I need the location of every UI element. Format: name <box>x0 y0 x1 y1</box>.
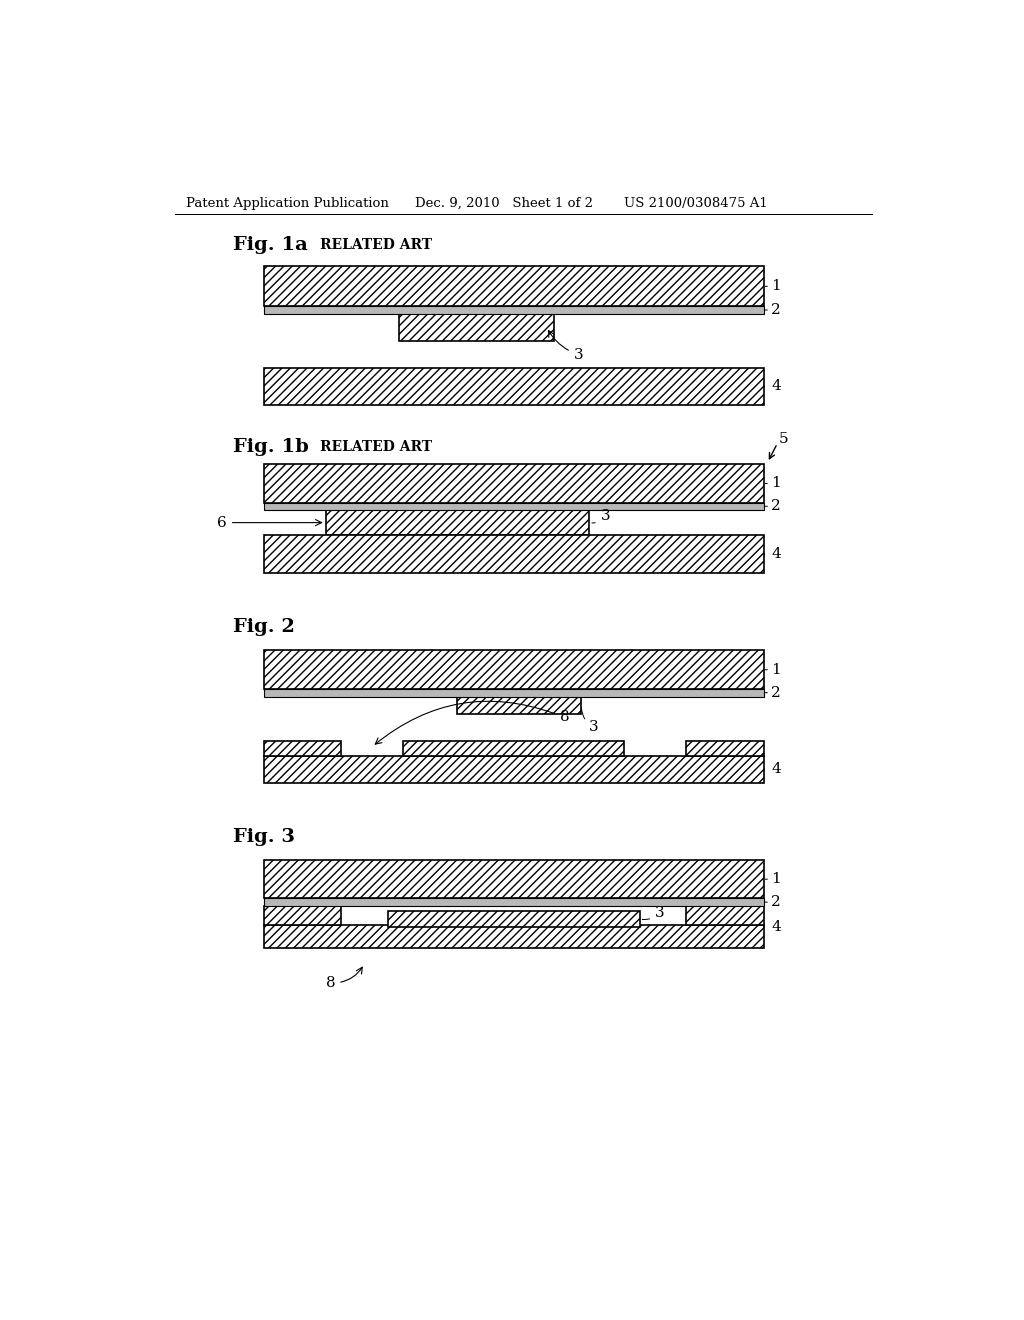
Text: 1: 1 <box>771 873 781 886</box>
Bar <box>263 899 764 906</box>
Text: 4: 4 <box>771 548 781 561</box>
Bar <box>263 689 764 697</box>
Bar <box>388 911 640 927</box>
Bar <box>263 925 764 949</box>
Text: Fig. 2: Fig. 2 <box>232 618 295 636</box>
Text: Fig. 1b: Fig. 1b <box>232 438 308 457</box>
Bar <box>263 859 764 899</box>
Bar <box>263 267 764 306</box>
Bar <box>326 511 589 535</box>
Text: 3: 3 <box>642 906 665 920</box>
Text: US 2100/0308475 A1: US 2100/0308475 A1 <box>624 197 768 210</box>
Bar <box>399 314 554 341</box>
Bar <box>263 906 341 925</box>
Text: 2: 2 <box>771 304 781 317</box>
Bar <box>263 741 341 756</box>
Text: 4: 4 <box>771 920 781 933</box>
Text: 4: 4 <box>771 762 781 776</box>
Text: 3: 3 <box>582 708 599 734</box>
Text: 5: 5 <box>779 433 788 446</box>
Text: 1: 1 <box>771 663 781 677</box>
Text: 3: 3 <box>592 510 610 524</box>
Bar <box>403 741 624 756</box>
Text: 4: 4 <box>771 379 781 393</box>
Bar <box>263 756 764 783</box>
Bar <box>686 906 764 925</box>
Bar <box>263 535 764 573</box>
Text: 2: 2 <box>771 895 781 909</box>
Text: 1: 1 <box>771 280 781 293</box>
Text: RELATED ART: RELATED ART <box>321 440 432 454</box>
Bar <box>263 503 764 511</box>
Text: 2: 2 <box>771 686 781 700</box>
Bar <box>263 465 764 503</box>
Bar <box>263 651 764 689</box>
Text: 3: 3 <box>549 330 584 362</box>
Bar <box>263 306 764 314</box>
Text: RELATED ART: RELATED ART <box>321 238 432 252</box>
Text: 8: 8 <box>375 701 569 744</box>
Bar <box>263 368 764 405</box>
Text: Dec. 9, 2010   Sheet 1 of 2: Dec. 9, 2010 Sheet 1 of 2 <box>415 197 593 210</box>
Bar <box>686 741 764 756</box>
Text: 6: 6 <box>217 516 322 529</box>
Text: 1: 1 <box>771 477 781 490</box>
Text: 8: 8 <box>326 968 362 990</box>
Text: Fig. 1a: Fig. 1a <box>232 236 307 253</box>
Text: Fig. 3: Fig. 3 <box>232 828 295 846</box>
Text: 2: 2 <box>771 499 781 513</box>
Text: Patent Application Publication: Patent Application Publication <box>186 197 389 210</box>
Bar <box>458 697 582 714</box>
